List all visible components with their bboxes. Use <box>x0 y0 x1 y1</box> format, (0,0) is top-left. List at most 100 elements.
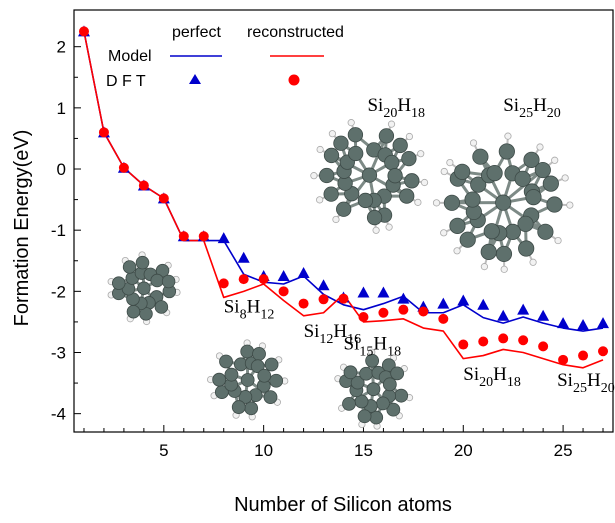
formula-label: Si25H20 <box>503 95 561 121</box>
dft-perfect-point <box>437 297 450 309</box>
silicon-atom <box>518 240 535 257</box>
si15h18-cluster-image <box>334 348 414 430</box>
dft-perfect-point <box>217 232 230 244</box>
si25h20-cluster-image <box>432 132 574 273</box>
series-layer <box>77 25 610 369</box>
silicon-atom <box>348 145 364 162</box>
hydrogen-atom <box>480 263 489 271</box>
legend-col-reconstructed: reconstructed <box>247 24 344 41</box>
x-tick-label: 15 <box>354 441 373 460</box>
formula-part: 18 <box>411 106 425 121</box>
si12h16-cluster-image <box>207 339 289 421</box>
formula-part: H <box>587 370 601 391</box>
silicon-atom <box>369 410 384 425</box>
dft-reconstructed-point <box>578 350 589 361</box>
silicon-atom <box>343 365 358 380</box>
silicon-atom <box>135 255 150 270</box>
silicon-atom <box>161 274 176 289</box>
dft-reconstructed-point <box>558 354 569 365</box>
silicon-atom <box>443 194 461 211</box>
hydrogen-atom <box>440 229 448 237</box>
formula-part: 15 <box>359 344 373 359</box>
silicon-atom <box>382 377 397 392</box>
dft-reconstructed-point <box>78 26 89 37</box>
hydrogen-atom <box>316 145 324 154</box>
silicon-atom <box>392 137 408 154</box>
silicon-atom <box>122 260 137 274</box>
formula-part: 20 <box>479 375 493 390</box>
dft-reconstructed-point <box>418 306 429 317</box>
y-tick-label: 2 <box>57 38 66 57</box>
silicon-atom <box>252 346 266 361</box>
dft-perfect-point <box>597 317 610 329</box>
formula-part: Si <box>557 370 573 391</box>
formula-part: 25 <box>573 381 587 396</box>
hydrogen-atom <box>554 236 562 245</box>
formula-part: Si <box>304 321 320 342</box>
dft-reconstructed-point <box>358 312 369 323</box>
silicon-atom <box>401 150 417 167</box>
formula-part: 8 <box>240 308 247 323</box>
hydrogen-atom <box>432 199 441 207</box>
silicon-atom <box>269 373 284 388</box>
dft-reconstructed-point <box>278 286 289 297</box>
x-tick-label: 5 <box>159 441 168 460</box>
silicon-atom <box>323 186 339 202</box>
silicon-atom <box>386 402 401 417</box>
dft-reconstructed-point <box>538 341 549 352</box>
hydrogen-atom <box>328 130 337 138</box>
dft-reconstructed-point <box>118 162 129 173</box>
dft-reconstructed-point <box>298 298 309 309</box>
silicon-atom <box>126 304 141 319</box>
dft-perfect-point <box>457 294 470 306</box>
silicon-atom <box>384 154 400 171</box>
legend: perfect reconstructed Model D F T <box>106 24 344 90</box>
formula-part: 25 <box>519 106 533 121</box>
formula-label: Si15H18 <box>344 333 402 359</box>
legend-dft-perfect-marker <box>189 74 201 84</box>
formula-part: 20 <box>547 106 561 121</box>
silicon-atom <box>378 128 395 144</box>
legend-row-dft: D F T <box>106 73 146 90</box>
dft-reconstructed-point <box>218 278 229 289</box>
silicon-atom <box>498 143 515 160</box>
formula-part: 20 <box>601 381 615 396</box>
formula-label: Si20H18 <box>463 364 521 390</box>
dft-reconstructed-point <box>398 304 409 315</box>
silicon-atom <box>250 359 265 374</box>
silicon-atom <box>399 188 415 204</box>
silicon-atom <box>238 390 253 404</box>
hydrogen-atom <box>347 119 355 127</box>
legend-col-perfect: perfect <box>172 24 221 41</box>
silicon-atom <box>350 375 365 390</box>
dft-reconstructed-point <box>478 336 489 347</box>
silicon-atom <box>394 388 409 403</box>
hydrogen-atom <box>529 258 537 266</box>
formula-part: 16 <box>347 332 361 347</box>
hydrogen-atom <box>310 172 318 180</box>
formula-part: H <box>533 95 547 116</box>
dft-perfect-point <box>517 303 530 315</box>
silicon-atom <box>240 344 255 359</box>
cluster-images-layer <box>107 119 574 430</box>
dft-perfect-point <box>537 309 550 321</box>
silicon-atom <box>150 273 164 288</box>
silicon-atom <box>534 161 551 179</box>
silicon-atom <box>263 390 278 404</box>
silicon-atom <box>359 366 374 381</box>
dft-reconstructed-point <box>318 294 329 305</box>
silicon-atom <box>470 176 487 193</box>
y-tick-label: 0 <box>57 160 66 179</box>
dft-perfect-point <box>477 298 490 310</box>
hydrogen-atom <box>385 223 393 231</box>
hydrogen-atom <box>440 167 448 176</box>
si20h18-cluster-image <box>310 119 429 234</box>
formula-label: Si20H18 <box>367 95 425 121</box>
dft-perfect-point <box>237 251 250 263</box>
silicon-atom <box>514 170 531 187</box>
silicon-atom <box>137 281 151 296</box>
hydrogen-atom <box>566 201 574 209</box>
dft-reconstructed-point <box>498 333 509 344</box>
